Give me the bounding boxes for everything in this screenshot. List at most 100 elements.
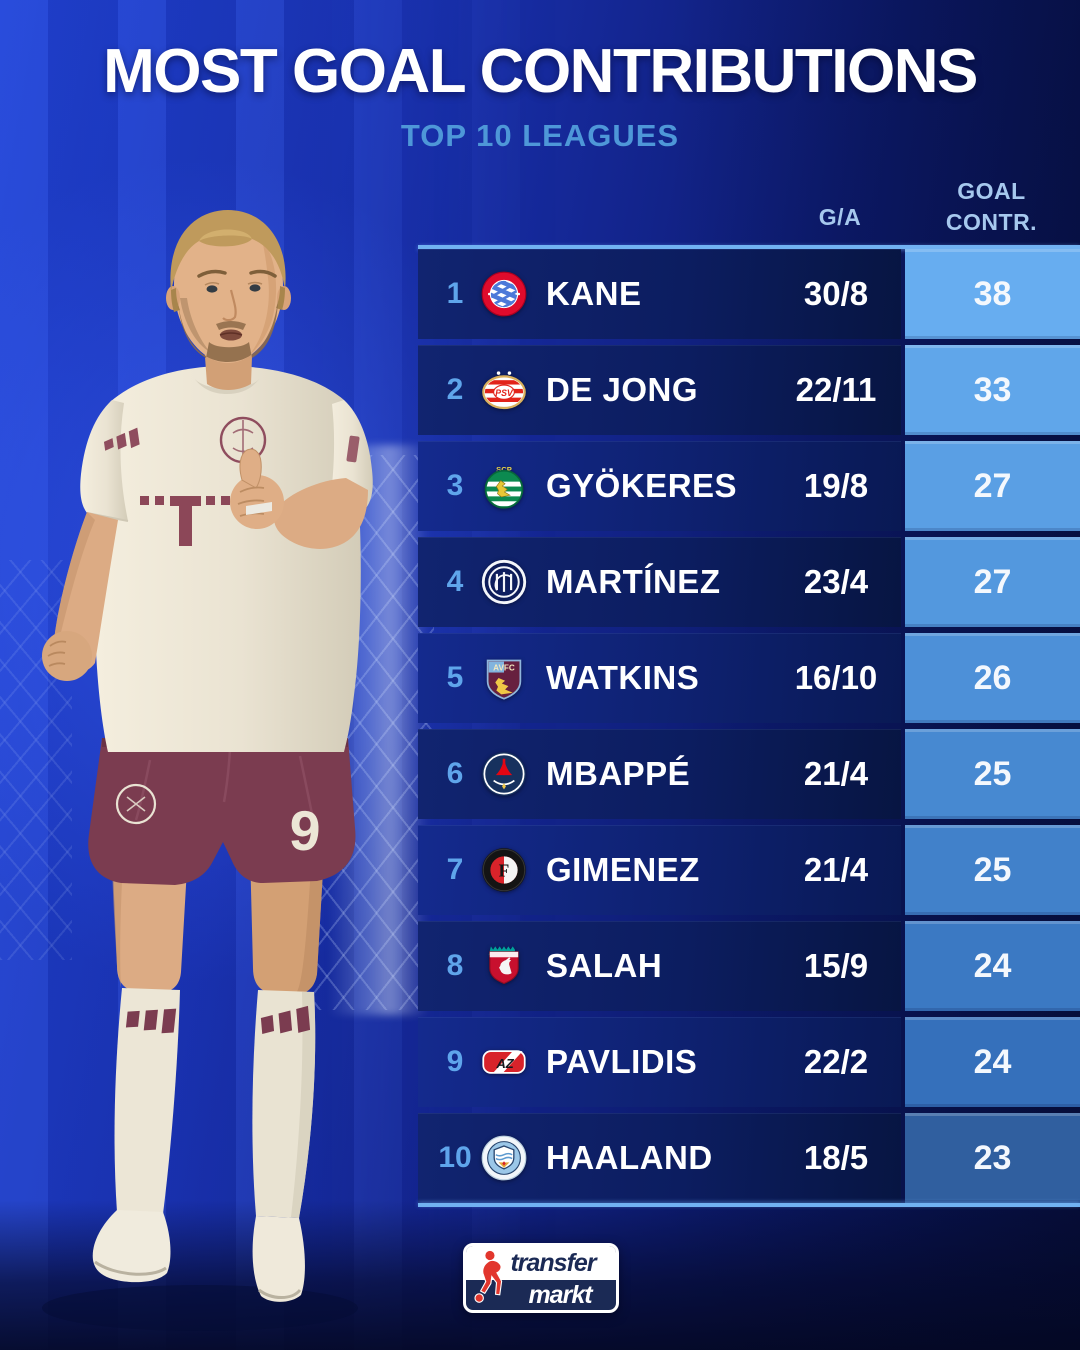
goals-assists-value: 23/4 bbox=[803, 563, 869, 600]
page-subtitle: TOP 10 LEAGUES bbox=[400, 118, 680, 153]
table-row: 5 AVFC WATKINS 16/10 26 bbox=[418, 633, 1080, 723]
table-row: 8 SALAH 15/9 24 bbox=[418, 921, 1080, 1011]
goal-contributions-cell: 25 bbox=[905, 825, 1080, 915]
footballer-icon bbox=[474, 1249, 503, 1303]
svg-text:F: F bbox=[499, 861, 510, 881]
table-row-main: 7 F GIMENEZ 21/4 bbox=[418, 825, 901, 915]
brand-bottom-band: markt bbox=[466, 1280, 616, 1310]
column-header-goal-contr-line1: GOAL bbox=[957, 178, 1026, 204]
brand-word-markt: markt bbox=[528, 1280, 592, 1309]
inter-milan-badge-icon bbox=[480, 558, 528, 606]
table-row-main: 10 HAALAND 18/5 bbox=[418, 1113, 901, 1203]
table-row: 9 AZ PAVLIDIS 22/2 24 bbox=[418, 1017, 1080, 1107]
goal-contributions-cell: 23 bbox=[905, 1113, 1080, 1203]
table-row: 2 PSV DE JONG 22/11 33 bbox=[418, 345, 1080, 435]
liverpool-badge-icon bbox=[480, 942, 528, 990]
goal-contributions-value: 23 bbox=[973, 1138, 1012, 1177]
az-alkmaar-badge-icon: AZ bbox=[480, 1038, 528, 1086]
goal-contributions-value: 25 bbox=[973, 850, 1012, 889]
rank-label: 2 bbox=[446, 373, 464, 406]
goal-contributions-cell: 38 bbox=[905, 249, 1080, 339]
table-row-main: 3 SCP GYÖKERES 19/8 bbox=[418, 441, 901, 531]
player-photo: 9 bbox=[42, 210, 373, 1331]
svg-text:AVFC: AVFC bbox=[493, 663, 515, 672]
goals-assists-value: 15/9 bbox=[803, 947, 869, 984]
psv-badge-icon: PSV bbox=[480, 366, 528, 414]
goals-assists-value: 22/2 bbox=[803, 1043, 869, 1080]
rank-label: 10 bbox=[438, 1141, 472, 1174]
goal-contributions-value: 38 bbox=[973, 274, 1012, 313]
rank-label: 3 bbox=[446, 469, 464, 502]
goals-assists-value: 18/5 bbox=[803, 1139, 869, 1176]
goals-assists-value: 21/4 bbox=[803, 851, 869, 888]
goals-assists-value: 21/4 bbox=[803, 755, 869, 792]
table-row-main: 2 PSV DE JONG 22/11 bbox=[418, 345, 901, 435]
goal-contributions-value: 27 bbox=[973, 466, 1012, 505]
goal-contributions-cell: 27 bbox=[905, 537, 1080, 627]
rank-label: 4 bbox=[446, 565, 464, 598]
ranking-table-rows: 1 KANE 30/8 38 2 PSV DE JONG 22/11 33 3 … bbox=[418, 249, 1080, 1203]
goal-contributions-cell: 26 bbox=[905, 633, 1080, 723]
svg-text:PSV: PSV bbox=[495, 388, 514, 398]
svg-text:9: 9 bbox=[288, 798, 322, 863]
goal-contributions-value: 26 bbox=[973, 658, 1012, 697]
table-row-main: 4 MARTÍNEZ 23/4 bbox=[418, 537, 901, 627]
rank-label: 1 bbox=[446, 277, 464, 310]
manchester-city-badge-icon bbox=[480, 1134, 528, 1182]
player-name: DE JONG bbox=[546, 371, 699, 408]
player-name: PAVLIDIS bbox=[546, 1043, 698, 1080]
goal-contributions-value: 25 bbox=[973, 754, 1012, 793]
table-row: 4 MARTÍNEZ 23/4 27 bbox=[418, 537, 1080, 627]
rank-label: 8 bbox=[446, 949, 464, 982]
goal-contributions-value: 24 bbox=[973, 946, 1012, 985]
goal-contributions-cell: 25 bbox=[905, 729, 1080, 819]
psg-badge-icon bbox=[480, 750, 528, 798]
page-title: MOST GOAL CONTRIBUTIONS bbox=[103, 37, 978, 106]
table-row-main: 8 SALAH 15/9 bbox=[418, 921, 901, 1011]
player-name: GIMENEZ bbox=[546, 851, 700, 888]
player-name: WATKINS bbox=[546, 659, 700, 696]
player-name: GYÖKERES bbox=[546, 467, 738, 504]
goal-contributions-cell: 24 bbox=[905, 1017, 1080, 1107]
player-name: MARTÍNEZ bbox=[546, 563, 721, 600]
goal-contributions-cell: 33 bbox=[905, 345, 1080, 435]
goal-contributions-value: 33 bbox=[973, 370, 1012, 409]
goal-contributions-cell: 24 bbox=[905, 921, 1080, 1011]
feyenoord-badge-icon: F bbox=[480, 846, 528, 894]
goals-assists-value: 22/11 bbox=[795, 371, 877, 408]
table-row-main: 5 AVFC WATKINS 16/10 bbox=[418, 633, 901, 723]
table-row-main: 6 MBAPPÉ 21/4 bbox=[418, 729, 901, 819]
player-name: SALAH bbox=[546, 947, 663, 984]
table-row: 3 SCP GYÖKERES 19/8 27 bbox=[418, 441, 1080, 531]
player-name: MBAPPÉ bbox=[546, 755, 691, 792]
ranking-table: 1 KANE 30/8 38 2 PSV DE JONG 22/11 33 3 … bbox=[418, 245, 1080, 1209]
aston-villa-badge-icon: AVFC bbox=[480, 654, 528, 702]
player-name: KANE bbox=[546, 275, 642, 312]
table-row: 10 HAALAND 18/5 23 bbox=[418, 1113, 1080, 1203]
column-header-ga: G/A bbox=[818, 204, 862, 230]
rank-label: 9 bbox=[446, 1045, 464, 1078]
column-header-goal-contr: GOAL CONTR. bbox=[903, 176, 1080, 238]
goals-assists-value: 16/10 bbox=[794, 659, 878, 696]
brand-word-transfer: transfer bbox=[510, 1248, 596, 1277]
sporting-cp-badge-icon: SCP bbox=[480, 462, 528, 510]
goal-contributions-value: 27 bbox=[973, 562, 1012, 601]
goal-contributions-cell: 27 bbox=[905, 441, 1080, 531]
goals-assists-value: 19/8 bbox=[803, 467, 869, 504]
transfermarkt-logo: transfer markt bbox=[463, 1243, 619, 1313]
column-header-goal-contr-line2: CONTR. bbox=[945, 209, 1038, 235]
table-row-main: 1 KANE 30/8 bbox=[418, 249, 901, 339]
table-row: 1 KANE 30/8 38 bbox=[418, 249, 1080, 339]
rank-label: 6 bbox=[446, 757, 464, 790]
goal-contributions-value: 24 bbox=[973, 1042, 1012, 1081]
table-row: 7 F GIMENEZ 21/4 25 bbox=[418, 825, 1080, 915]
table-row-main: 9 AZ PAVLIDIS 22/2 bbox=[418, 1017, 901, 1107]
svg-text:SCP: SCP bbox=[496, 465, 512, 474]
table-row: 6 MBAPPÉ 21/4 25 bbox=[418, 729, 1080, 819]
svg-text:AZ: AZ bbox=[495, 1056, 514, 1071]
player-name: HAALAND bbox=[546, 1139, 713, 1176]
bayern-munich-badge-icon bbox=[480, 270, 528, 318]
rank-label: 5 bbox=[446, 661, 464, 694]
goals-assists-value: 30/8 bbox=[803, 275, 869, 312]
